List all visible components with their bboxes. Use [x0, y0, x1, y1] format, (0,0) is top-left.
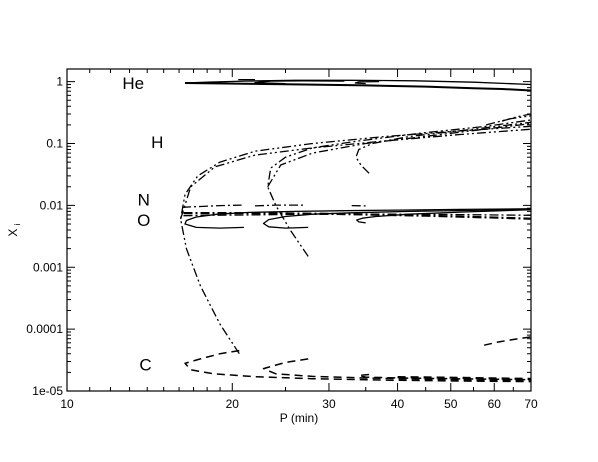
- series-c-curve-24: [483, 336, 531, 346]
- y-axis-label-subscript: i: [13, 223, 22, 225]
- x-tick-label: 70: [524, 397, 538, 411]
- series-h-curve-11: [501, 113, 531, 122]
- series-he-curve-0: [184, 82, 531, 92]
- series-o-curve-19: [356, 209, 531, 224]
- y-tick-label: 1: [56, 75, 63, 89]
- series-h-curve-5: [179, 125, 531, 355]
- tick-layer: 10 20 30 40 50 60 70 1 0.1 0.01 0.001 0.0001 1e-05: [26, 69, 538, 411]
- series-he-curve-3: [354, 80, 380, 85]
- series-c-curve-21: [262, 358, 531, 382]
- series-o-curve-17: [184, 208, 531, 229]
- species-label-h: H: [151, 133, 163, 152]
- x-tick-label: 10: [60, 397, 74, 411]
- y-axis-label-main: X: [6, 229, 20, 237]
- species-label-he: He: [122, 74, 144, 93]
- series-he-curve-2: [254, 80, 345, 85]
- series-layer: [179, 78, 531, 383]
- species-label-o: O: [137, 211, 150, 230]
- x-tick-label: 40: [391, 397, 405, 411]
- y-tick-label: 0.01: [40, 198, 64, 212]
- series-c-curve-20: [184, 349, 531, 383]
- y-tick-label: 0.1: [46, 137, 63, 151]
- y-tick-label: 0.0001: [26, 322, 63, 336]
- species-label-n: N: [138, 190, 150, 209]
- series-c-curve-23: [397, 376, 531, 380]
- series-h-curve-9: [355, 121, 531, 174]
- series-h-curve-8: [267, 122, 531, 188]
- y-tick-label: 1e-05: [32, 384, 63, 398]
- series-n-curve-13: [254, 204, 304, 207]
- x-tick-label: 20: [226, 397, 240, 411]
- x-axis-label: P (min): [280, 411, 318, 425]
- series-o-curve-18: [262, 208, 531, 229]
- annotation-layer: He H NO C: [122, 74, 163, 374]
- x-tick-label: 60: [488, 397, 502, 411]
- x-tick-label: 30: [322, 397, 336, 411]
- y-tick-label: 0.001: [33, 260, 63, 274]
- series-c-curve-22: [358, 373, 531, 381]
- species-label-c: C: [139, 355, 151, 374]
- series-h-curve-6: [179, 128, 531, 220]
- y-axis-label: X i: [6, 223, 22, 236]
- x-tick-label: 50: [444, 397, 458, 411]
